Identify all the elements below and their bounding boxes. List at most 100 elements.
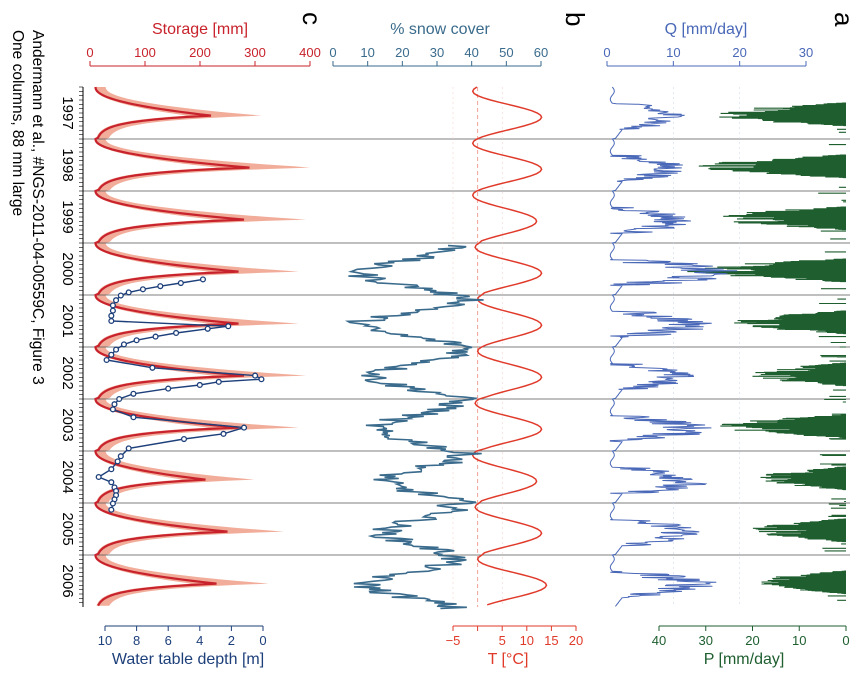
year-tick-label: 2000 — [59, 252, 76, 285]
wtd-point — [103, 356, 110, 364]
temperature-tick-label: 10 — [520, 633, 534, 648]
precip-tick-label: 30 — [699, 633, 713, 648]
year-tick-label: 2001 — [59, 304, 76, 337]
year-tick-label: 2005 — [59, 512, 76, 545]
wtd-point — [108, 351, 115, 358]
storage-band — [94, 87, 311, 606]
discharge-tick-label: 10 — [666, 45, 680, 60]
wtd-point — [139, 286, 146, 293]
precip-series — [687, 102, 846, 601]
wtd-point — [113, 297, 120, 304]
wtd-point — [114, 458, 121, 465]
wtd-tick-label: 0 — [259, 633, 266, 648]
wtd-point — [117, 292, 124, 299]
wtd-point — [113, 346, 120, 353]
panel-label-a: a — [829, 12, 859, 27]
precip-tick-label: 10 — [792, 633, 806, 648]
panel-label-c: c — [297, 12, 327, 25]
storage-axis-title: Storage [mm] — [152, 21, 248, 38]
precip-axis-title: P [mm/day] — [704, 651, 785, 668]
wtd-point — [109, 406, 116, 413]
year-tick-label: 1998 — [59, 148, 76, 181]
wtd-point — [130, 390, 137, 397]
discharge-tick-label: 0 — [603, 45, 610, 60]
wtd-point — [108, 317, 115, 325]
year-tick-label: 1999 — [59, 200, 76, 233]
wtd-point — [165, 385, 172, 392]
wtd-point — [117, 453, 124, 460]
wtd-point — [108, 479, 115, 486]
wtd-point — [130, 414, 137, 421]
year-tick-label: 2004 — [59, 460, 76, 493]
wtd-tick-label: 6 — [165, 633, 172, 648]
wtd-point — [240, 424, 248, 431]
discharge-series — [609, 86, 738, 607]
precip-tick-label: 40 — [652, 633, 666, 648]
storage-tick-label: 200 — [189, 45, 211, 60]
wtd-point — [225, 323, 232, 330]
wtd-tick-label: 10 — [98, 633, 112, 648]
wtd-point — [252, 372, 259, 379]
temperature-series — [471, 86, 548, 606]
wtd-point — [109, 302, 116, 309]
storage-uncertainty-band-layer — [94, 87, 311, 606]
year-tick-label: 2003 — [59, 408, 76, 441]
snow-tick-label: 60 — [534, 45, 548, 60]
series-layer — [94, 86, 846, 610]
discharge-tick-label: 20 — [732, 45, 746, 60]
wtd-point — [116, 395, 123, 403]
discharge-tick-label: 30 — [799, 45, 813, 60]
wtd-tick-label: 8 — [133, 633, 140, 648]
caption-line-1: Andermann et al., #NGS-2011-04-00559C, F… — [29, 30, 46, 385]
wtd-point — [157, 283, 164, 290]
wtd-point — [120, 341, 128, 348]
precip-tick-label: 0 — [842, 633, 849, 648]
wtd-point — [108, 466, 115, 473]
snow-tick-label: 30 — [430, 45, 444, 60]
snow-tick-label: 50 — [499, 45, 513, 60]
wtd-tick-label: 4 — [196, 633, 203, 648]
year-tick-label: 2002 — [59, 356, 76, 389]
wtd-point — [95, 473, 102, 481]
wtd-point — [199, 276, 207, 283]
panel-label-b: b — [560, 12, 590, 26]
wtd-point — [108, 312, 115, 319]
wtd-point — [152, 333, 159, 340]
wtd-point — [111, 401, 118, 408]
temperature-tick-label: 15 — [544, 633, 558, 648]
discharge-axis-title: Q [mm/day] — [665, 21, 748, 38]
wtd-point — [149, 364, 156, 371]
wtd-point — [258, 376, 265, 383]
temperature-tick-label: 5 — [499, 633, 506, 648]
wtd-point — [204, 325, 211, 332]
wtd-point — [215, 378, 222, 385]
snow-tick-label: 10 — [360, 45, 374, 60]
wtd-tick-label: 2 — [228, 633, 235, 648]
snow-cover-series — [344, 244, 484, 610]
wtd-point — [108, 506, 115, 513]
caption-line-2: One columns, 88 mm large — [9, 30, 26, 216]
snow-tick-label: 20 — [395, 45, 409, 60]
year-tick-label: 2006 — [59, 564, 76, 597]
wtd-point — [125, 445, 132, 452]
temperature-axis-title: T [°C] — [488, 651, 529, 668]
wtd-point — [109, 500, 116, 507]
wtd-point — [109, 307, 116, 314]
temperature-tick-label: 20 — [569, 633, 583, 648]
snow-tick-label: 0 — [329, 45, 336, 60]
snow-tick-label: 40 — [464, 45, 478, 60]
wtd-point — [180, 435, 188, 443]
wtd-point — [125, 289, 132, 296]
storage-tick-label: 300 — [244, 45, 266, 60]
wtd-point — [133, 337, 140, 344]
storage-tick-label: 400 — [299, 45, 321, 60]
storage-tick-label: 0 — [86, 45, 93, 60]
storage-series — [94, 86, 250, 607]
storage-tick-label: 100 — [134, 45, 156, 60]
year-tick-label: 1997 — [59, 96, 76, 129]
precip-tick-label: 20 — [745, 633, 759, 648]
temperature-tick-label: −5 — [446, 633, 461, 648]
wtd-point — [173, 329, 180, 337]
wtd-axis-title: Water table depth [m] — [112, 651, 264, 668]
